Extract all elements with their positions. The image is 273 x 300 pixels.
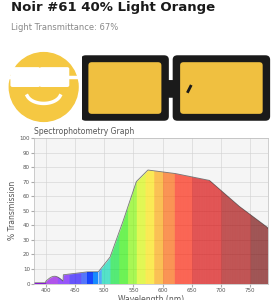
Text: Noir #61 40% Light Orange: Noir #61 40% Light Orange bbox=[11, 2, 215, 14]
Text: Light Transmittance: 67%: Light Transmittance: 67% bbox=[11, 23, 118, 32]
FancyBboxPatch shape bbox=[10, 67, 40, 87]
Text: Spectrophotometry Graph: Spectrophotometry Graph bbox=[34, 128, 134, 136]
X-axis label: Wavelength (nm): Wavelength (nm) bbox=[118, 296, 184, 300]
FancyBboxPatch shape bbox=[173, 55, 270, 121]
FancyBboxPatch shape bbox=[180, 62, 263, 114]
FancyBboxPatch shape bbox=[88, 62, 161, 114]
Circle shape bbox=[9, 52, 78, 122]
FancyBboxPatch shape bbox=[40, 67, 69, 87]
FancyBboxPatch shape bbox=[163, 80, 179, 98]
FancyBboxPatch shape bbox=[81, 55, 169, 121]
Y-axis label: % Transmission: % Transmission bbox=[8, 181, 17, 240]
